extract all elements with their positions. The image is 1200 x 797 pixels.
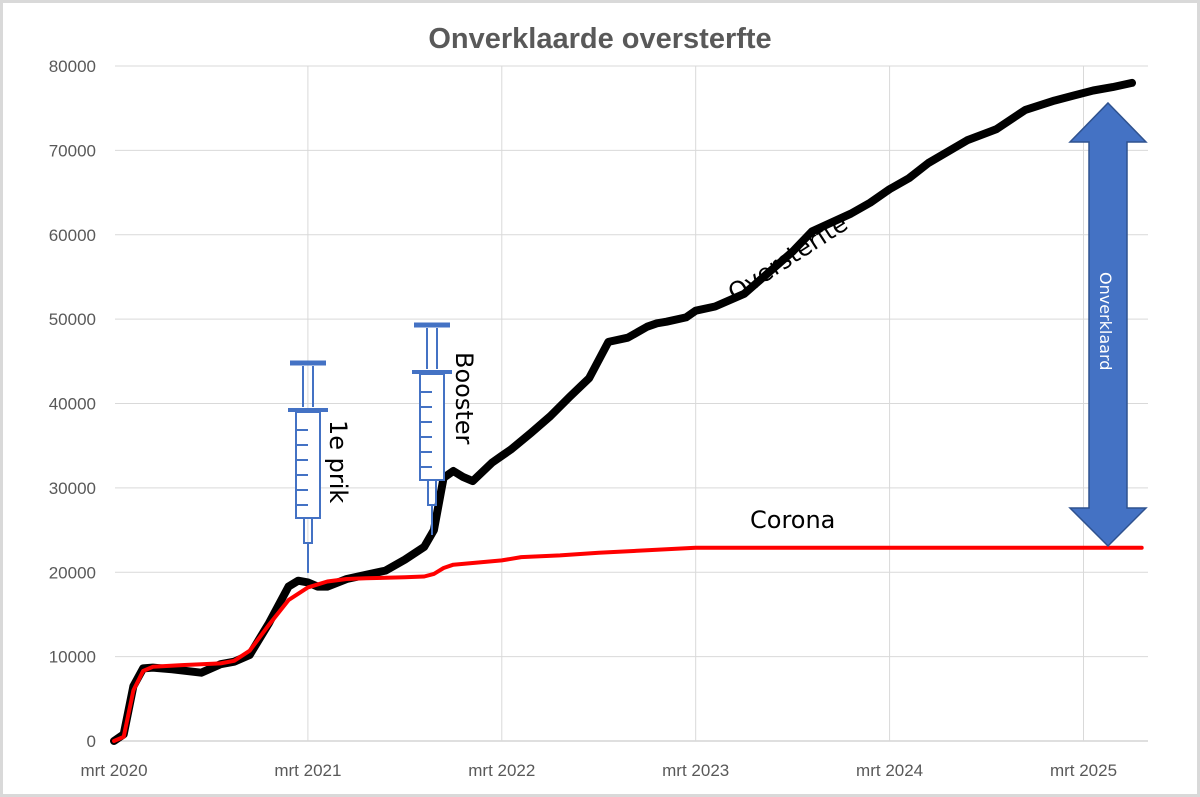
y-tick-label: 30000 bbox=[49, 479, 96, 498]
gridlines bbox=[115, 65, 1148, 742]
x-axis-ticks: mrt 2020 mrt 2021 mrt 2022 mrt 2023 mrt 2024… bbox=[80, 761, 1117, 780]
chart-area bbox=[3, 3, 1197, 794]
y-tick-label: 70000 bbox=[49, 141, 96, 160]
x-tick-label: mrt 2020 bbox=[80, 761, 147, 780]
y-axis-ticks: 0 10000 20000 30000 40000 50000 60000 70000 8000… bbox=[49, 57, 96, 751]
booster-label: Booster bbox=[450, 352, 478, 445]
first-dose-label: 1e prik bbox=[324, 420, 352, 503]
x-tick-label: mrt 2023 bbox=[662, 761, 729, 780]
y-tick-label: 80000 bbox=[49, 57, 96, 76]
y-tick-label: 50000 bbox=[49, 310, 96, 329]
double-arrow-icon bbox=[1068, 101, 1148, 548]
x-tick-label: mrt 2021 bbox=[274, 761, 341, 780]
y-tick-label: 20000 bbox=[49, 563, 96, 582]
y-tick-label: 0 bbox=[87, 732, 96, 751]
syringe-icon bbox=[288, 360, 328, 573]
x-tick-label: mrt 2024 bbox=[856, 761, 923, 780]
y-tick-label: 40000 bbox=[49, 395, 96, 414]
chart-title: Onverklaarde oversterfte bbox=[428, 23, 771, 55]
x-tick-label: mrt 2022 bbox=[468, 761, 535, 780]
unexplained-label: Onverklaard bbox=[1096, 272, 1115, 370]
series-layer bbox=[110, 78, 1144, 745]
syringe-icon bbox=[412, 322, 452, 535]
corona-series-line bbox=[112, 545, 1144, 743]
y-tick-label: 10000 bbox=[49, 648, 96, 667]
y-tick-label: 60000 bbox=[49, 226, 96, 245]
x-tick-label: mrt 2025 bbox=[1050, 761, 1117, 780]
corona-series-label: Corona bbox=[750, 506, 835, 534]
